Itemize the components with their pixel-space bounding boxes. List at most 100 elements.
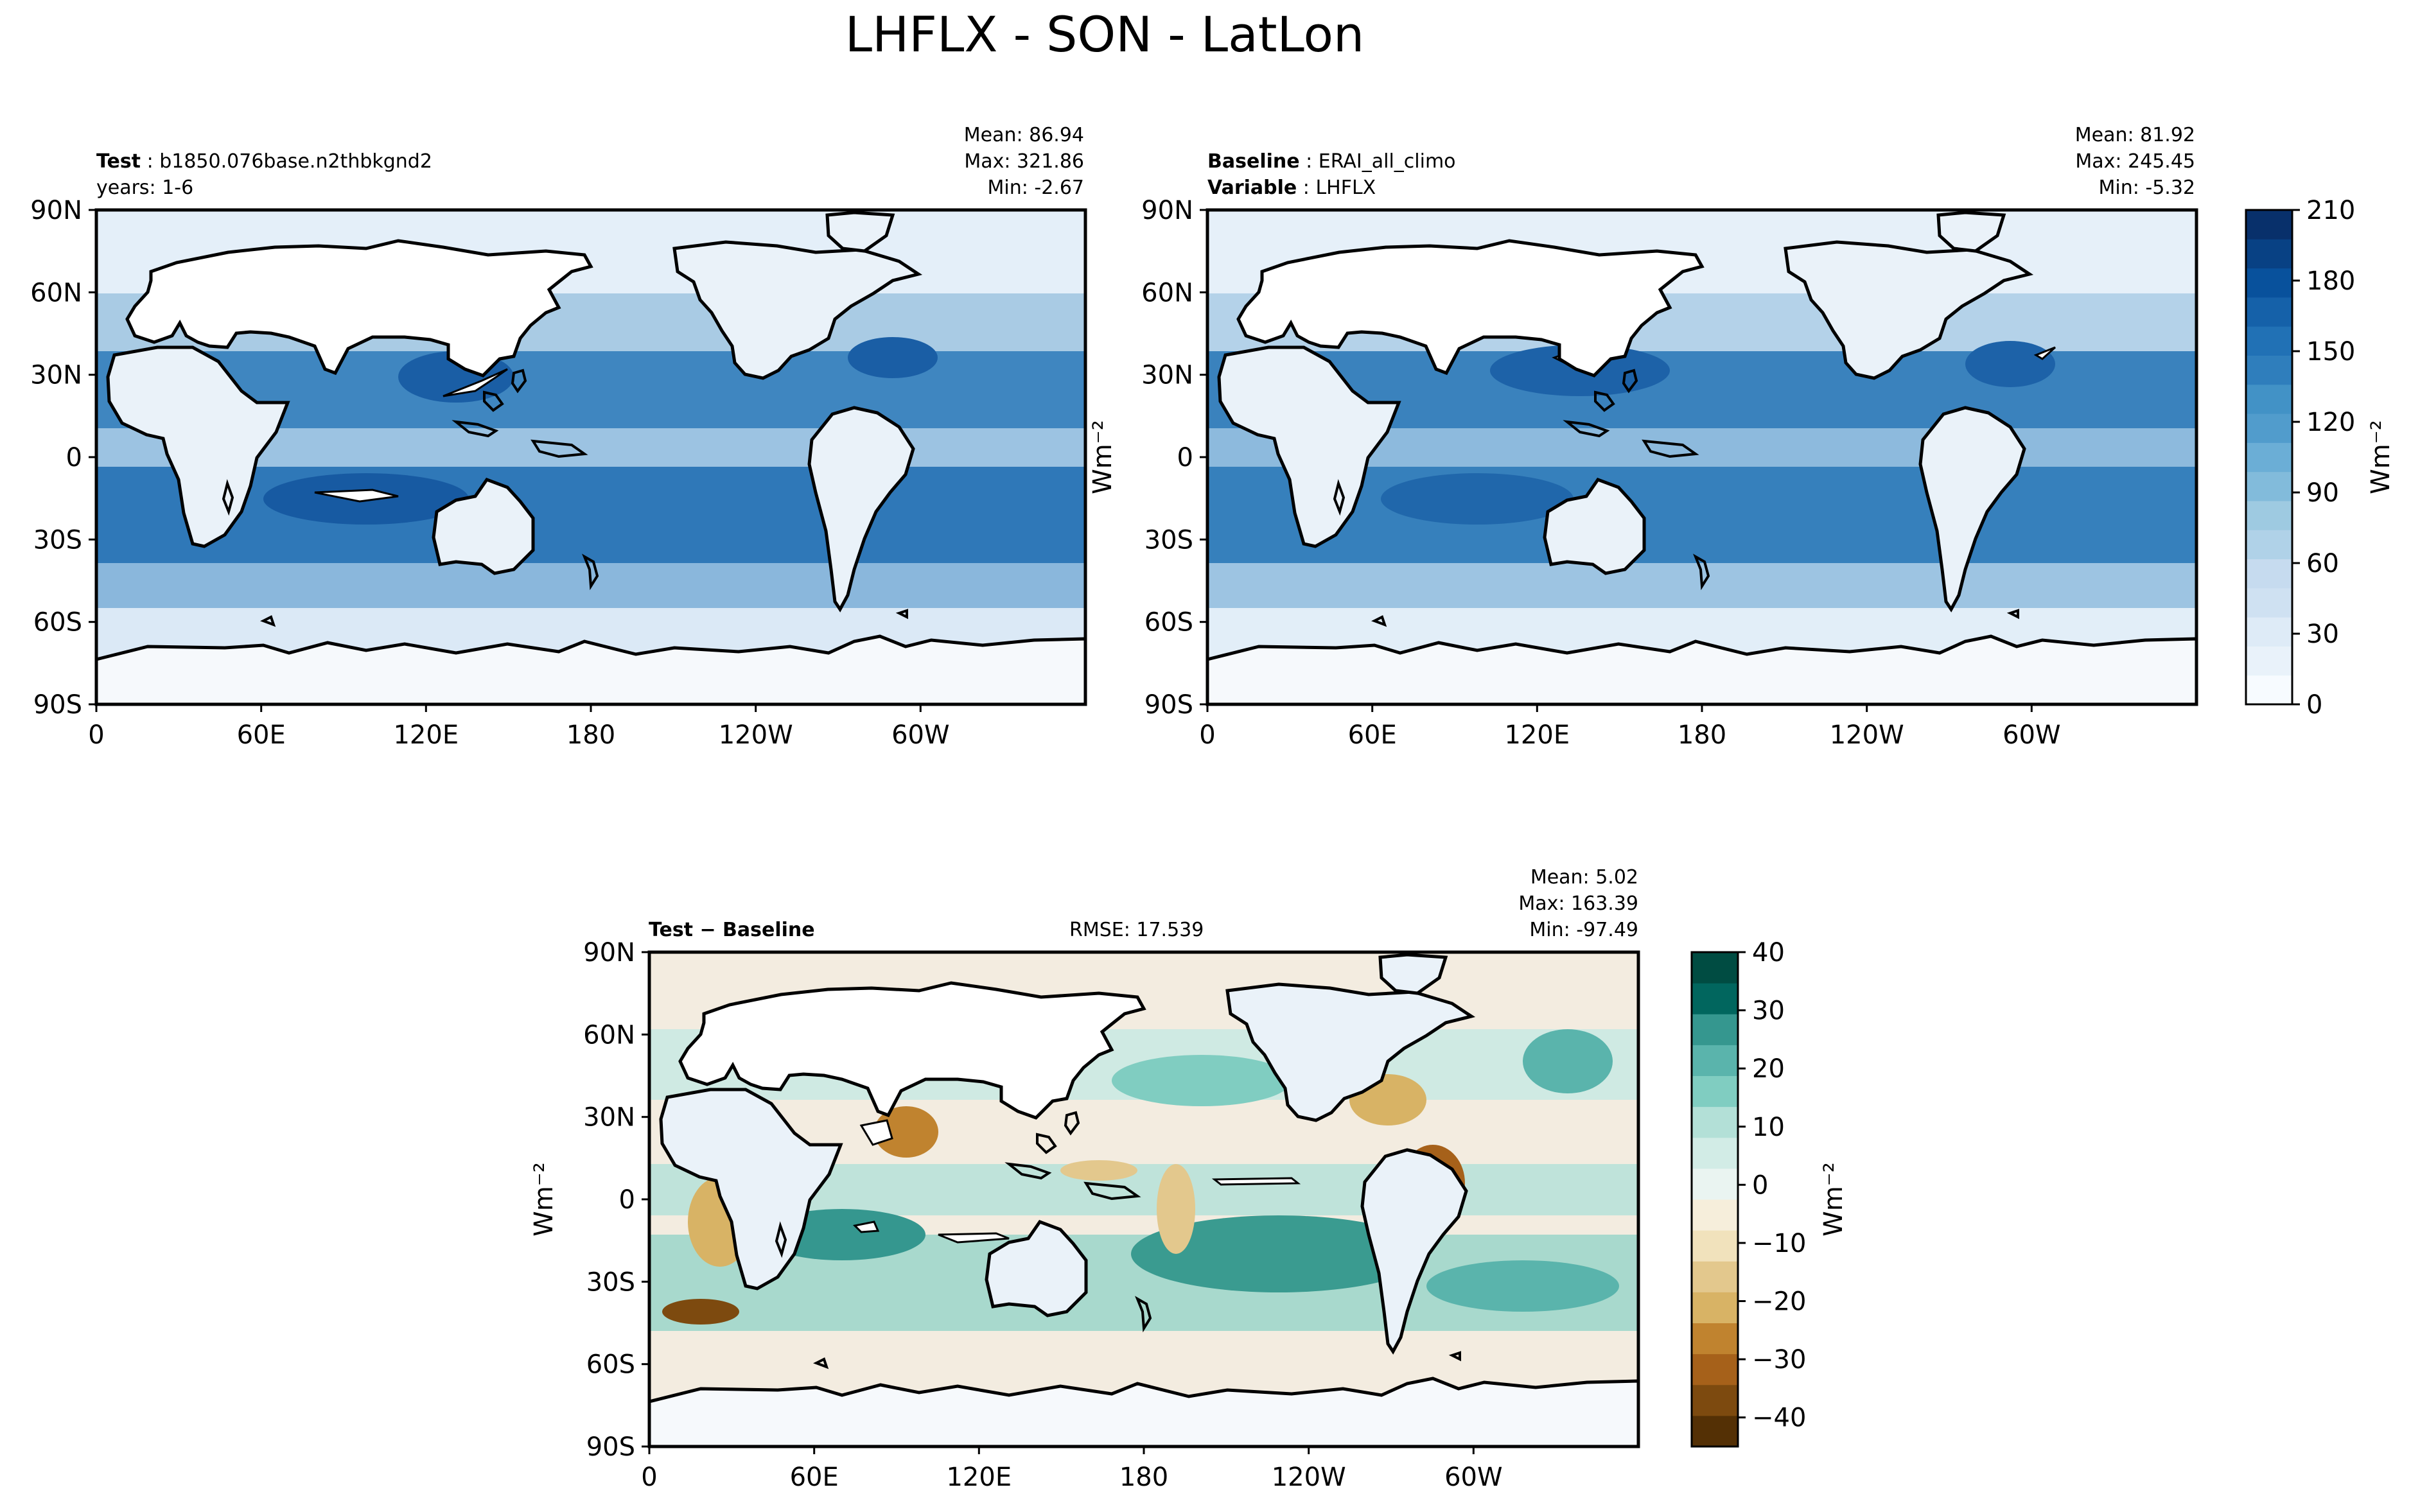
bottom-colorbar-step (1692, 1415, 1738, 1447)
diff-lon-tick-label: 180 (1119, 1463, 1168, 1492)
baseline-lat-tick-label: 30S (1144, 525, 1193, 555)
test-gulfstream-max (848, 337, 938, 378)
top-colorbar-step (2246, 617, 2292, 647)
bottom-colorbar-step (1692, 1353, 1738, 1386)
test-lon-ticks: 0 60E 120E 180 120W 60W (88, 704, 950, 750)
top-colorbar-step (2246, 471, 2292, 501)
diff-y-units-label: Wm⁻² (529, 1162, 559, 1237)
top-colorbar-step (2246, 413, 2292, 443)
baseline-lat-tick-label: 30N (1141, 361, 1193, 390)
bottom-colorbar-step (1692, 983, 1738, 1014)
bottom-colorbar-step (1692, 1168, 1738, 1200)
diff-lon-tick-label: 60E (790, 1463, 839, 1492)
diff-lon-tick-label: 120E (946, 1463, 1012, 1492)
baseline-lat-ticks: 90N 60N 30N 0 30S 60S 90S (1141, 196, 1207, 720)
bottom-colorbar-step (1692, 1261, 1738, 1292)
bottom-colorbar-step (1692, 1045, 1738, 1076)
baseline-lat-tick-label: 90S (1144, 690, 1193, 720)
baseline-map (1206, 208, 2198, 706)
top-colorbar-step (2246, 210, 2292, 239)
bottom-colorbar-step (1692, 1106, 1738, 1138)
baseline-lat-tick-label: 60N (1141, 278, 1193, 308)
test-lat-tick-label: 30S (33, 525, 82, 555)
top-colorbar-tick-label: 210 (2306, 196, 2355, 225)
test-map (94, 208, 1087, 706)
bottom-colorbar-tick-label: −30 (1752, 1345, 1806, 1375)
bottom-colorbar-units-label: Wm⁻² (1819, 1162, 1848, 1237)
diff-white-patch (938, 1232, 1010, 1244)
bottom-colorbar-step (1692, 1199, 1738, 1231)
test-lat-tick-label: 90S (33, 690, 82, 720)
top-colorbar-tick-label: 180 (2306, 266, 2355, 296)
bottom-colorbar-tick-label: −40 (1752, 1403, 1806, 1433)
svg-text:Baseline : ERAI_all_climo: Baseline : ERAI_all_climo (1207, 150, 1456, 173)
bottom-colorbar-step (1692, 1014, 1738, 1045)
bottom-colorbar-step (1692, 1323, 1738, 1355)
baseline-y-units-label: Wm⁻² (1088, 420, 1118, 494)
baseline-white-patch (2033, 346, 2056, 360)
test-lon-tick-label: 60W (891, 720, 949, 750)
diff-lon-ticks: 0 60E 120E 180 120W 60W (641, 1447, 1503, 1492)
top-colorbar-tick-label: 150 (2306, 337, 2355, 367)
diff-lon-tick-label: 0 (641, 1463, 657, 1492)
diff-mean: Mean: 5.02 (1530, 866, 1638, 889)
bottom-colorbar-step (1692, 952, 1738, 984)
bottom-colorbar-tick-label: 30 (1752, 996, 1785, 1026)
diff-positive-anomaly (1112, 1055, 1292, 1106)
diff-white-patch (852, 1221, 880, 1233)
top-colorbar-tick-label: 60 (2306, 549, 2339, 578)
diff-lon-tick-label: 60W (1444, 1463, 1502, 1492)
diff-max: Max: 163.39 (1518, 892, 1638, 915)
test-lat-ticks: 90N 60N 30N 0 30S 60S 90S (30, 196, 96, 720)
baseline-lat-tick-label: 60S (1144, 608, 1193, 638)
test-name-value: b1850.076base.n2thbkgnd2 (159, 150, 432, 173)
top-colorbar-tick-label: 0 (2306, 690, 2322, 720)
diff-positive-anomaly (1131, 1215, 1426, 1292)
test-min: Min: -2.67 (988, 177, 1085, 199)
baseline-lon-ticks: 0 60E 120E 180 120W 60W (1199, 704, 2061, 750)
bottom-colorbar-step (1692, 1230, 1738, 1262)
top-colorbar-step (2246, 239, 2292, 269)
test-mean: Mean: 86.94 (964, 124, 1084, 146)
diff-lat-tick-label: 0 (619, 1185, 635, 1215)
bottom-colorbar-tick-label: 20 (1752, 1054, 1785, 1084)
test-lon-tick-label: 120E (393, 720, 459, 750)
bottom-colorbar-steps (1692, 952, 1738, 1447)
top-colorbar-steps (2246, 210, 2292, 705)
svg-text:Variable : LHFLX: Variable : LHFLX (1207, 177, 1376, 199)
diff-map (647, 950, 1640, 1448)
test-lon-tick-label: 0 (88, 720, 104, 750)
baseline-gulfstream-max (1965, 341, 2055, 387)
bottom-colorbar-step (1692, 1292, 1738, 1323)
bottom-colorbar-tick-label: −20 (1752, 1287, 1806, 1317)
diff-lat-tick-label: 30N (583, 1103, 635, 1133)
bottom-colorbar-tick-label: 10 (1752, 1113, 1785, 1142)
top-colorbar-step (2246, 442, 2292, 473)
figure-title: LHFLX - SON - LatLon (845, 6, 1364, 63)
diff-title: Test − Baseline (649, 919, 815, 941)
baseline-lon-tick-label: 60E (1348, 720, 1397, 750)
bottom-colorbar-tick-label: −10 (1752, 1229, 1806, 1258)
top-colorbar-step (2246, 530, 2292, 560)
diff-positive-anomaly (1523, 1029, 1613, 1093)
top-colorbar-units-label: Wm⁻² (2366, 420, 2396, 494)
top-colorbar-step (2246, 326, 2292, 356)
bottom-colorbar-step (1692, 1137, 1738, 1169)
test-lon-tick-label: 60E (237, 720, 286, 750)
top-colorbar-ticks: 0 30 60 90 120 150 180 210 (2292, 196, 2355, 720)
bottom-colorbar-step (1692, 1384, 1738, 1416)
test-lon-tick-label: 180 (566, 720, 615, 750)
diff-rmse: RMSE: 17.539 (1069, 919, 1204, 941)
test-white-patch (443, 368, 508, 397)
diff-lat-tick-label: 90N (583, 938, 635, 968)
svg-text:Test : b1850.076base.n2thbkgnd: Test : b1850.076base.n2thbkgnd2 (96, 150, 432, 173)
bottom-colorbar: −40 −30 −20 −10 0 10 20 30 40 Wm⁻² (1690, 938, 1848, 1448)
baseline-lat-tick-label: 0 (1177, 443, 1193, 473)
bottom-colorbar-step (1692, 1075, 1738, 1108)
diff-lon-tick-label: 120W (1272, 1463, 1346, 1492)
test-max: Max: 321.86 (964, 150, 1084, 173)
test-lat-tick-label: 60S (33, 608, 82, 638)
bottom-colorbar-ticks: −40 −30 −20 −10 0 10 20 30 40 (1738, 938, 1806, 1433)
baseline-lon-tick-label: 180 (1678, 720, 1726, 750)
